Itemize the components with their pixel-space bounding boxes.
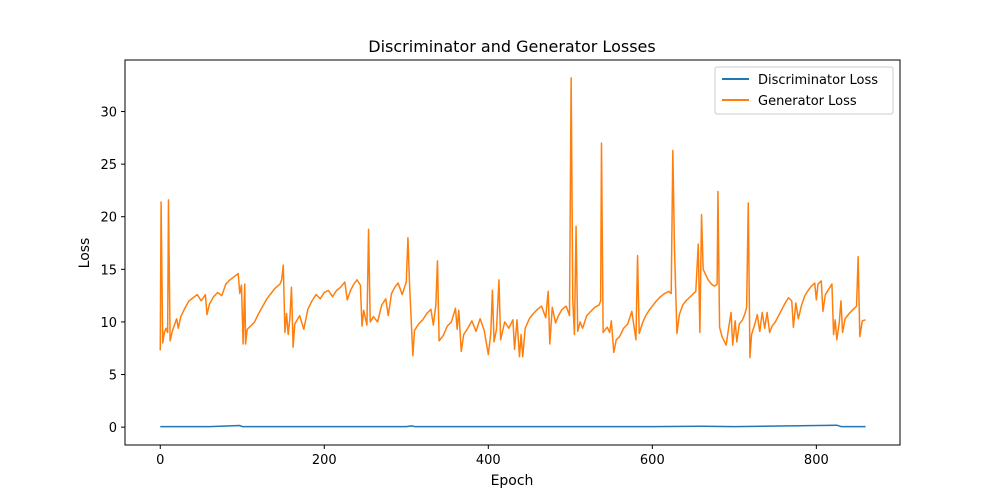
series-layer <box>159 77 866 428</box>
y-tick-label: 10 <box>100 316 117 331</box>
legend-label-discriminator: Discriminator Loss <box>758 73 878 88</box>
plot-frame <box>124 59 901 446</box>
x-tick-label: 600 <box>640 453 665 468</box>
x-tick-label: 200 <box>312 453 337 468</box>
y-tick-label: 25 <box>100 158 117 173</box>
chart-title: Discriminator and Generator Losses <box>368 37 655 56</box>
y-tick-label: 20 <box>100 211 117 226</box>
y-axis-label: Loss <box>77 238 93 269</box>
legend-box <box>714 66 894 115</box>
legend-label-generator: Generator Loss <box>758 94 857 109</box>
series-line-discriminator <box>160 424 866 428</box>
x-axis: 0 200 400 600 800 <box>156 445 829 468</box>
y-tick-label: 15 <box>100 263 117 278</box>
y-axis: 0 5 10 15 20 25 30 <box>100 106 125 436</box>
y-tick-label: 5 <box>109 369 117 384</box>
x-tick-label: 800 <box>804 453 829 468</box>
y-tick-label: 0 <box>109 421 117 436</box>
legend: Discriminator Loss Generator Loss <box>714 66 894 115</box>
x-tick-label: 400 <box>476 453 501 468</box>
y-tick-label: 30 <box>100 106 117 121</box>
x-tick-label: 0 <box>156 453 164 468</box>
x-axis-label: Epoch <box>491 473 534 489</box>
series-line-generator <box>159 77 866 359</box>
